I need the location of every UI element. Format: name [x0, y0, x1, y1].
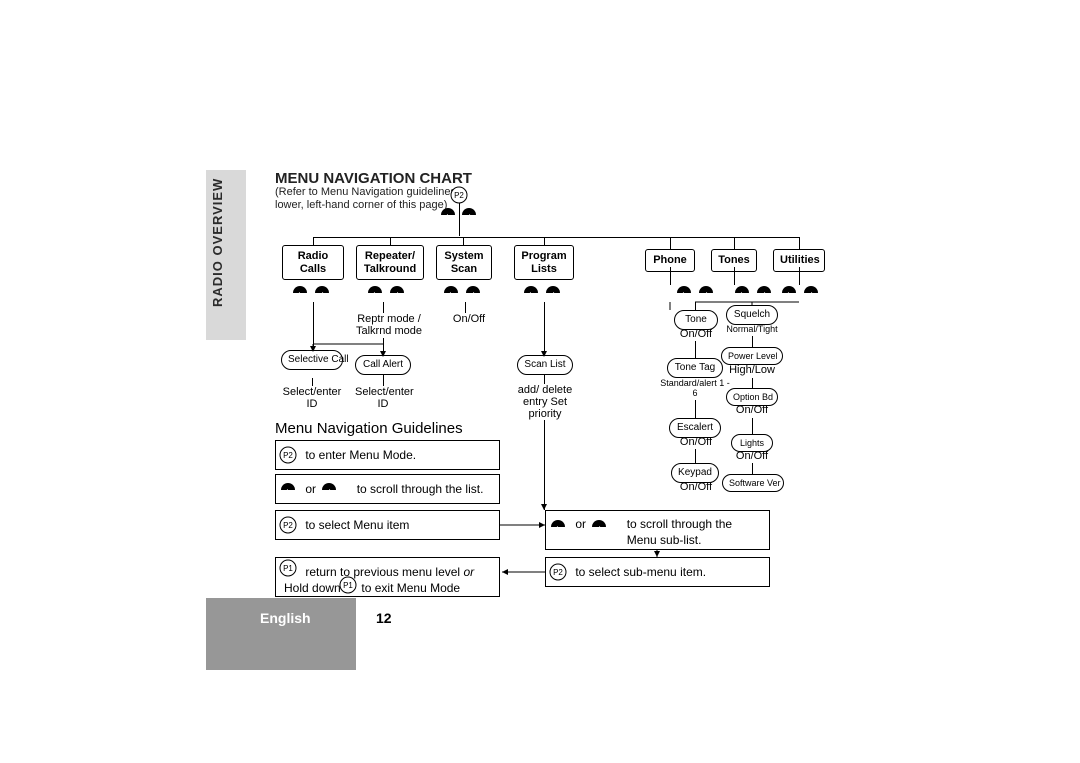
step-enter-menu: to enter Menu Mode. [275, 440, 500, 470]
label-option-sub: On/Off [730, 404, 774, 416]
label-squelch-sub: Normal/Tight [720, 324, 784, 334]
page-title: MENU NAVIGATION CHART [275, 170, 472, 187]
pill-selective-call: Selective Call [281, 350, 343, 370]
pill-squelch: Squelch [726, 305, 778, 325]
step-select-submenu: to select sub-menu item. [545, 557, 770, 587]
step-text-after: to exit Menu Mode [361, 581, 460, 595]
rail-footer-panel [206, 598, 356, 670]
label-tone-tag-sub: Standard/alert 1 - 6 [659, 378, 731, 398]
step-text: to select Menu item [305, 518, 409, 532]
step-scroll-sublist: or to scroll through the Menu sub-list. [545, 510, 770, 550]
step-text: to scroll through the Menu sub-list. [627, 517, 732, 548]
language-label: English [260, 610, 311, 626]
label-reptr-mode: Reptr mode / Talkrnd mode [350, 313, 428, 337]
rail-title: RADIO OVERVIEW [210, 178, 242, 333]
menu-system-scan: System Scan [436, 245, 492, 280]
menu-program-lists: Program Lists [514, 245, 574, 280]
pill-power-level: Power Level [721, 347, 783, 365]
pill-escalert: Escalert [669, 418, 721, 438]
pill-tone: Tone [674, 310, 718, 330]
step-scroll-list: or to scroll through the list. [275, 474, 500, 504]
guidelines-heading: Menu Navigation Guidelines [275, 420, 463, 437]
menu-repeater: Repeater/ Talkround [356, 245, 424, 280]
menu-radio-calls: Radio Calls [282, 245, 344, 280]
step-return-exit: return to previous menu level or Hold do… [275, 557, 500, 597]
page-subtitle: (Refer to Menu Navigation guidelines— lo… [275, 186, 467, 212]
step-text: to enter Menu Mode. [305, 448, 416, 462]
pill-keypad: Keypad [671, 463, 719, 483]
or-label: or [575, 517, 586, 531]
label-power-sub: High/Low [724, 364, 780, 376]
or-label: or [463, 565, 474, 579]
label-lights-sub: On/Off [730, 450, 774, 462]
label-escalert-sub: On/Off [676, 436, 716, 448]
label-select-enter-id-2: Select/enter ID [355, 386, 411, 410]
label-tone-onoff: On/Off [676, 328, 716, 340]
pill-software-ver: Software Ver [722, 474, 784, 492]
pill-scan-list: Scan List [517, 355, 573, 375]
label-scan-sub: add/ delete entry Set priority [510, 384, 580, 420]
step-text: return to previous menu level [305, 565, 460, 579]
step-select-menu: to select Menu item [275, 510, 500, 540]
page-number: 12 [376, 610, 392, 626]
or-label: or [305, 482, 316, 496]
step-text-before: Hold down [284, 581, 341, 595]
pill-call-alert: Call Alert [355, 355, 411, 375]
step-text: to select sub-menu item. [575, 565, 706, 579]
label-keypad-sub: On/Off [676, 481, 716, 493]
label-onoff-scan: On/Off [446, 313, 492, 325]
step-text: to scroll through the list. [357, 482, 484, 496]
pill-tone-tag: Tone Tag [667, 358, 723, 378]
label-select-enter-id-1: Select/enter ID [281, 386, 343, 410]
